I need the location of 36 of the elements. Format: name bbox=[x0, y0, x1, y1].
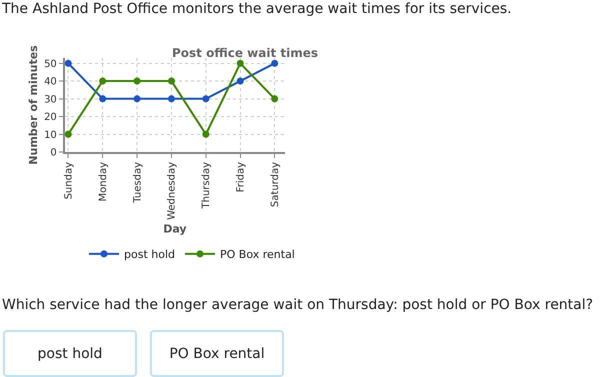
point bbox=[236, 78, 244, 85]
text: The Ashland Post Office monitors the average wait times for its services. bbox=[2, 1, 512, 17]
x-tick-label: Saturday bbox=[270, 162, 281, 208]
x-tick-label: Sunday bbox=[63, 162, 74, 200]
button[interactable]: PO Box rental bbox=[150, 330, 284, 377]
y-tick-label: 40 bbox=[44, 76, 57, 88]
x-tick-label: Friday bbox=[236, 162, 247, 192]
text: Which service had the longer average wait on Thursday: post hold or PO Box rental? bbox=[2, 297, 594, 313]
point bbox=[99, 78, 106, 85]
y-tick-label: 50 bbox=[44, 58, 57, 70]
point bbox=[271, 95, 278, 102]
y-tick-label: 20 bbox=[44, 112, 57, 124]
legend-label: post hold bbox=[124, 248, 175, 262]
button[interactable]: post hold bbox=[3, 330, 137, 377]
point bbox=[168, 95, 175, 102]
x-tick-label: Monday bbox=[98, 162, 109, 202]
point bbox=[64, 130, 72, 138]
point bbox=[99, 95, 106, 102]
point bbox=[134, 78, 141, 85]
point bbox=[202, 95, 210, 102]
point bbox=[202, 130, 210, 138]
point bbox=[236, 60, 244, 67]
legend-label: PO Box rental bbox=[220, 248, 295, 262]
x-tick-label: Tuesday bbox=[132, 162, 144, 204]
y-axis-title: Number of minutes bbox=[27, 44, 40, 165]
y-tick-label: 0 bbox=[50, 148, 57, 158]
point bbox=[64, 60, 72, 67]
point bbox=[134, 95, 141, 102]
x-tick-label: Thursday bbox=[201, 162, 212, 210]
x-axis-title: Day bbox=[163, 222, 187, 236]
y-tick-label: 10 bbox=[44, 130, 57, 141]
chart-title: Post office wait times bbox=[172, 46, 318, 60]
point bbox=[271, 60, 278, 67]
x-tick-label: Wednesday bbox=[166, 162, 178, 220]
point bbox=[168, 78, 175, 85]
y-tick-label: 30 bbox=[44, 94, 57, 106]
